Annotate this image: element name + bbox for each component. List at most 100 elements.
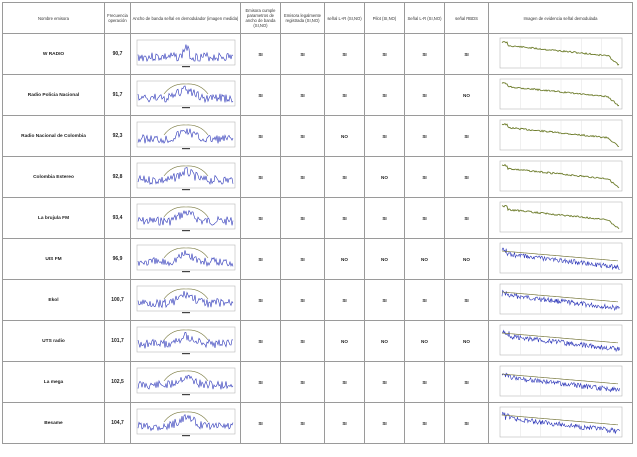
legal-cell: SI — [280, 33, 325, 75]
lr-diff-cell: SI — [404, 156, 445, 198]
demodulated-signal-cell — [488, 320, 633, 362]
frequency-cell: 104,7 — [104, 402, 131, 444]
cumple-cell: SI — [240, 361, 281, 403]
demodulated-signal-plot — [499, 78, 622, 110]
demodulated-signal-cell — [488, 156, 633, 198]
header-bandwidth-image: Ancho de banda señal en demodulador (ima… — [130, 2, 241, 34]
cumple-cell: SI — [240, 197, 281, 239]
table-row: UTS radio 101,7 SI SI NO NO NO NO — [2, 320, 633, 362]
lr-sum-cell: SI — [324, 402, 365, 444]
rbds-cell: SI — [444, 197, 489, 239]
header-row: Nombre emisora Frecuencia operación Anch… — [2, 2, 633, 34]
rbds-cell: SI — [444, 402, 489, 444]
pilot-cell: SI — [364, 361, 405, 403]
bandwidth-spectrum-cell — [130, 74, 241, 116]
table-row: UIS FM 96,9 SI SI NO NO NO NO — [2, 238, 633, 280]
station-name-cell: Radio Nacional de Colombia — [2, 115, 105, 157]
pilot-cell: SI — [364, 197, 405, 239]
lr-diff-cell: SI — [404, 279, 445, 321]
frequency-cell: 90,7 — [104, 33, 131, 75]
station-name-cell: La brujula FM — [2, 197, 105, 239]
lr-diff-cell: SI — [404, 197, 445, 239]
bandwidth-spectrum-plot — [136, 121, 235, 150]
bandwidth-spectrum-cell — [130, 402, 241, 444]
bandwidth-spectrum-cell — [130, 320, 241, 362]
rbds-cell: SI — [444, 361, 489, 403]
frequency-cell: 101,7 — [104, 320, 131, 362]
fm-stations-table: Nombre emisora Frecuencia operación Anch… — [2, 2, 633, 444]
header-legally-registered: Emisora legalmente registrada (SI,NO) — [280, 2, 325, 34]
demodulated-signal-plot — [499, 160, 622, 192]
legal-cell: SI — [280, 279, 325, 321]
lr-sum-cell: NO — [324, 320, 365, 362]
lr-sum-cell: SI — [324, 197, 365, 239]
demodulated-signal-plot — [499, 201, 622, 233]
pilot-cell: NO — [364, 320, 405, 362]
bandwidth-spectrum-plot — [136, 244, 235, 273]
station-name-cell: Ekol — [2, 279, 105, 321]
pilot-cell: SI — [364, 115, 405, 157]
frequency-cell: 96,9 — [104, 238, 131, 280]
cumple-cell: SI — [240, 74, 281, 116]
demodulated-signal-plot — [499, 283, 622, 315]
lr-sum-cell: SI — [324, 74, 365, 116]
frequency-cell: 92,3 — [104, 115, 131, 157]
lr-sum-cell: SI — [324, 33, 365, 75]
frequency-cell: 102,5 — [104, 361, 131, 403]
pilot-cell: SI — [364, 402, 405, 444]
pilot-cell: SI — [364, 33, 405, 75]
station-name-cell: W RADIO — [2, 33, 105, 75]
bandwidth-spectrum-plot — [136, 285, 235, 314]
header-pilot: Pilot (SI,NO) — [364, 2, 405, 34]
lr-diff-cell: SI — [404, 33, 445, 75]
pilot-cell: SI — [364, 279, 405, 321]
bandwidth-spectrum-cell — [130, 33, 241, 75]
demodulated-signal-cell — [488, 361, 633, 403]
bandwidth-spectrum-cell — [130, 279, 241, 321]
header-frequency: Frecuencia operación — [104, 2, 131, 34]
bandwidth-spectrum-plot — [136, 39, 235, 68]
demodulated-signal-plot — [499, 365, 622, 397]
rbds-cell: SI — [444, 33, 489, 75]
frequency-cell: 91,7 — [104, 74, 131, 116]
cumple-cell: SI — [240, 279, 281, 321]
lr-diff-cell: SI — [404, 74, 445, 116]
cumple-cell: SI — [240, 115, 281, 157]
bandwidth-spectrum-plot — [136, 162, 235, 191]
pilot-cell: NO — [364, 156, 405, 198]
table-row: Radio Policia Nacional 91,7 SI SI SI SI SI NO — [2, 74, 633, 116]
rbds-cell: SI — [444, 115, 489, 157]
rbds-cell: SI — [444, 156, 489, 198]
bandwidth-spectrum-cell — [130, 115, 241, 157]
header-l-plus-r: señal L+R (SI,NO) — [324, 2, 365, 34]
rbds-cell: NO — [444, 74, 489, 116]
frequency-cell: 92,8 — [104, 156, 131, 198]
pilot-cell: NO — [364, 238, 405, 280]
legal-cell: SI — [280, 320, 325, 362]
header-l-minus-r: Señal L-R (SI,NO) — [404, 2, 445, 34]
station-name-cell: Besame — [2, 402, 105, 444]
lr-diff-cell: NO — [404, 320, 445, 362]
legal-cell: SI — [280, 115, 325, 157]
demodulated-signal-plot — [499, 324, 622, 356]
demodulated-signal-cell — [488, 279, 633, 321]
cumple-cell: SI — [240, 33, 281, 75]
demodulated-signal-plot — [499, 37, 622, 69]
station-name-cell: La mega — [2, 361, 105, 403]
station-name-cell: Radio Policia Nacional — [2, 74, 105, 116]
header-rbds: señal RBDS — [444, 2, 489, 34]
legal-cell: SI — [280, 238, 325, 280]
lr-sum-cell: SI — [324, 156, 365, 198]
lr-diff-cell: SI — [404, 402, 445, 444]
table-row: La mega 102,5 SI SI SI SI SI SI — [2, 361, 633, 403]
lr-sum-cell: NO — [324, 238, 365, 280]
lr-sum-cell: SI — [324, 361, 365, 403]
demodulated-signal-cell — [488, 197, 633, 239]
bandwidth-spectrum-cell — [130, 156, 241, 198]
demodulated-signal-cell — [488, 402, 633, 444]
lr-diff-cell: SI — [404, 361, 445, 403]
legal-cell: SI — [280, 361, 325, 403]
legal-cell: SI — [280, 197, 325, 239]
bandwidth-spectrum-plot — [136, 367, 235, 396]
legal-cell: SI — [280, 156, 325, 198]
